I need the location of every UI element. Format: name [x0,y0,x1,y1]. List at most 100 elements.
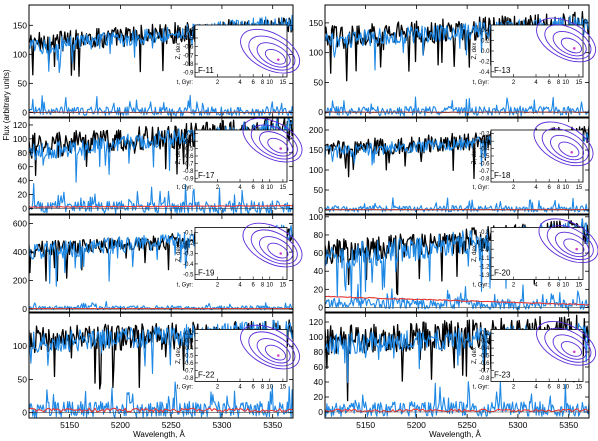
inset-xtick-label: 15 [576,385,583,391]
inset-ytick-label: -0.4 [479,346,490,352]
ytick-label: 600 [13,219,27,229]
ytick-label: 100 [309,48,323,58]
ytick-label: 400 [13,247,27,257]
ytick-label: 40 [18,176,28,186]
inset-xtick-label: 6 [252,80,256,86]
contour-level [533,121,594,167]
contour-level [248,35,296,71]
inset-xtick-label: 2 [512,385,516,391]
inset-y-label: Z, dex [176,245,182,262]
inset-ytick-label: -0.8 [183,62,194,68]
inset-ytick-label: -0.2 [479,59,490,65]
series-residual_fit [29,407,293,413]
inset-ytick-label: -0.2 [479,331,490,337]
inset-xtick-label: 6 [548,185,552,191]
inset-xtick-label: 2 [216,80,220,86]
contour-level [256,338,291,364]
inset-xtick-label: 2 [216,385,220,391]
panel-F-17: 0 20 40 60 80 100 120 -0.3-0.4 -0.5-0.6-0.7 -0.8-… [13,117,303,215]
inset-ytick-label: -0.3 [183,132,194,138]
inset-xtick-label: 4 [534,185,538,191]
inset-F-20: -0.8 -0.9 -1.0 -1.1 -1.2 -1.3 2 4 6 8 10 15 t, Gyr: Z… [472,218,598,289]
inset-xtick-label: 4 [534,385,538,391]
panel-label: F-11 [198,66,214,75]
inset-xtick-label: 6 [548,80,552,86]
inset-xtick-label: 10 [562,385,569,391]
inset-y-label: Z, dex [176,347,182,364]
ytick-label: 120 [13,120,27,130]
contour-level [267,137,289,154]
ytick-label: 0 [22,408,27,418]
inset-ytick-label: -1.3 [479,273,490,279]
inset-y-label: Z, dex [472,43,478,60]
inset-ytick-label: -0.8 [479,376,490,382]
plot-area [29,118,293,214]
inset-F-22: -0.2 -0.3-0.4 -0.5-0.6-0.7 -0.8 2 4 6 8 10 15 t, G… [176,324,301,391]
inset-ytick-label: -0.6 [183,45,194,51]
ytick-label: 120 [309,317,323,327]
contour-level [544,24,592,60]
inset-xtick-label: 6 [252,283,256,289]
inset-ytick-label: -0.9 [479,239,490,245]
inset-ytick-label: -0.9 [183,176,194,182]
inset-xtick-label: 10 [266,385,273,391]
contour-level [536,17,597,63]
inset-ytick-label: -0.7 [479,169,490,175]
inset-ytick-label: -0.8 [183,376,194,382]
inset-ytick-label: -0.3 [183,252,194,258]
contour-level [544,327,592,363]
panel-label: F-20 [494,269,511,278]
contour-level [250,124,298,160]
best-fit-marker [575,247,578,251]
x-axis-label-right: Wavelength, Å [429,430,481,439]
series-observed [29,319,293,390]
xtick-label: 5150 [356,420,375,430]
inset-xtick-label: 8 [557,385,561,391]
contour-level [552,334,587,360]
inset-y-label: Z, dex [472,148,478,165]
xtick-label: 5250 [458,420,477,430]
contour-level [240,28,301,74]
panel-F-11: 0 50 100 150 -0.4 -0.5 -0.6 -0.7 -0.8 -0.9 2 4 6 8 10 1… [13,4,301,118]
inset-xtick-label: 2 [512,80,516,86]
inset-x-label: t, Gyr: [473,80,490,86]
ytick-label: 0 [22,107,27,117]
inset-ytick-label: -0.5 [479,354,490,360]
inset-ytick-label: -0.8 [479,230,490,236]
inset-frame [194,329,288,382]
contour-level [536,321,597,366]
inset-ytick-label: -0.5 [183,36,194,42]
contour-level [259,236,294,262]
inset-y-label: Z, dex [176,43,182,60]
inset-ytick-label: -1.1 [479,256,490,262]
plot-area [325,11,589,117]
ytick-label: 200 [13,276,27,286]
panel-frame [324,4,590,118]
ytick-label: 100 [309,212,323,222]
best-fit-marker [572,350,576,354]
inset-x-label: t, Gyr: [177,80,194,86]
best-fit-marker [572,47,576,50]
inset-ytick-label: -0.6 [479,361,490,367]
inset-ytick-label: -0.3 [183,339,194,345]
inset-F-23: -0.2 -0.3-0.4 -0.5-0.6-0.7 -0.8 2 4 6 8 10 15 t, G… [472,321,597,391]
ytick-label: 80 [18,148,28,158]
inset-ytick-label: -0.9 [183,71,194,77]
series-residual [325,96,589,117]
best-fit-marker [276,354,280,357]
panel-label: F-23 [494,371,511,380]
best-fit-marker [276,58,280,61]
inset-xtick-label: 6 [252,185,256,191]
inset-xtick-label: 4 [238,385,242,391]
inset-xtick-label: 4 [238,80,242,86]
inset-xtick-label: 15 [280,385,287,391]
inset-ytick-label: -0.8 [183,169,194,175]
ytick-label: 80 [314,347,324,357]
contour-level [264,344,287,361]
inset-ytick-label: -0.4 [479,147,490,153]
inset-F-11: -0.4 -0.5 -0.6 -0.7 -0.8 -0.9 2 4 6 8 10 15 t, Gyr: Z… [176,24,301,86]
inset-xtick-label: 4 [534,283,538,289]
contour-level [550,134,585,161]
contour-level [552,31,587,57]
